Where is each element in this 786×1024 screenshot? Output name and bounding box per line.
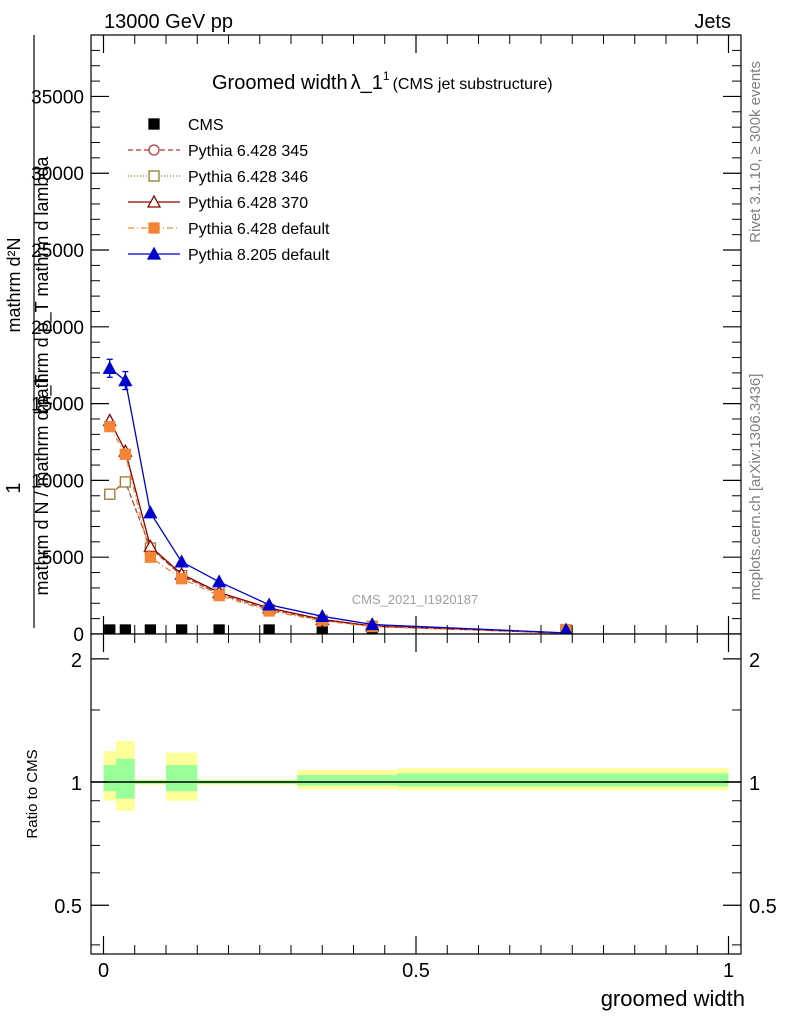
legend-label: Pythia 8.205 default [188,247,330,264]
legend-item-p345: Pythia 6.428 345 [128,143,308,160]
ratio-band-inner [116,758,135,799]
analysis-watermark: CMS_2021_I1920187 [352,592,479,607]
legend-marker [148,222,160,234]
main-frame [90,34,742,635]
title-lambda: λ_1 [351,72,383,94]
ratio-band-inner [166,765,198,792]
y-label-line4: mathrm d N / mathrm d p_T [32,374,53,595]
legend-marker [146,194,162,208]
x-tick-label: 1 [723,960,734,982]
legend-marker [148,170,160,182]
ratio-band-inner [297,775,398,786]
ratio-y-tick-labels-right: 0.5 1 2 [749,650,777,918]
data-point-pdefault [119,448,132,460]
legend-label: Pythia 6.428 370 [188,195,308,212]
data-point-p8 [262,597,277,611]
legend: CMS Pythia 6.428 345 Pythia 6.428 346 Pythi… [128,117,330,264]
ratio-y-ticks [91,658,741,946]
ratio-band-inner [397,773,729,787]
data-point-p8 [143,505,158,519]
chart-title: Groomed width λ_11 (CMS jet substructure) [212,69,553,94]
data-point-p8 [118,373,133,387]
series-line-pdefault [109,426,567,634]
ratio-y-tick-label: 0.5 [54,896,82,918]
legend-label: Pythia 6.428 346 [188,169,308,186]
main-y-tick-label: 10000 [31,471,84,492]
rivet-version-label: Rivet 3.1.10, ≥ 300k events [747,61,764,243]
x-axis-label: groomed width [601,986,745,1011]
ratio-y-tick-label-right: 0.5 [749,896,777,918]
data-point-p346 [119,476,132,488]
y-label-line3: 1 [3,482,25,493]
main-y-tick-label: 30000 [31,164,84,185]
energy-label: 13000 GeV pp [104,11,233,33]
title-subtitle: (CMS jet substructure) [393,76,553,93]
main-y-axis-label: mathrm d²N mathrm d p_T mathrm d lambda … [3,35,53,628]
data-point-p8 [212,574,227,588]
legend-marker [148,144,160,156]
data-point-pdefault [144,551,157,563]
y-label-line2: mathrm d p_T mathrm d lambda [32,156,53,414]
mcplots-label: mcplots.cern.ch [arXiv:1306.3436] [747,374,764,601]
ratio-y-tick-labels-left: 0.5 1 2 [54,650,82,918]
data-point-p8 [102,360,117,374]
legend-label: Pythia 6.428 345 [188,143,308,160]
main-y-tick-label: 0 [73,625,84,646]
main-y-tick-labels: 0 5000 10000 15000 20000 25000 30000 35000 [31,87,84,646]
main-y-tick-label: 35000 [31,87,84,108]
data-point-p8 [365,617,380,631]
series-p8 [102,358,574,636]
process-label: Jets [694,11,731,33]
ratio-y-axis-label: Ratio to CMS [24,749,41,838]
main-y-tick-label: 15000 [31,395,84,416]
legend-item-p370: Pythia 6.428 370 [128,194,308,212]
ratio-frame [90,633,742,955]
x-tick-label: 0 [98,960,109,982]
ratio-chart: 0.5 1 2 0.5 1 2 [54,633,777,955]
data-point-p346 [104,488,116,500]
legend-marker [148,118,160,130]
y-label-line1: mathrm d²N [4,237,24,332]
title-main: Groomed width [212,72,348,94]
data-point-pdefault [213,589,225,602]
ratio-y-tick-label-right: 2 [749,650,760,672]
data-point-p370 [143,539,158,553]
legend-item-p346: Pythia 6.428 346 [128,169,308,186]
x-axis-ticks [102,35,730,954]
main-series [102,358,574,636]
data-point-p8 [174,554,189,568]
ratio-y-tick-label: 1 [71,773,82,795]
ratio-y-tick-label-right: 1 [749,773,760,795]
legend-item-p8: Pythia 8.205 default [128,246,330,264]
legend-label: Pythia 6.428 default [188,221,330,238]
x-axis-tick-labels: 0 0.5 1 [98,960,734,982]
data-point-pdefault [175,573,188,585]
ratio-y-tick-label: 2 [71,650,82,672]
title-superscript: 1 [383,69,390,83]
legend-marker [146,246,162,260]
data-point-p8 [315,608,330,622]
main-y-tick-label: 5000 [42,548,84,569]
legend-label: CMS [188,117,224,134]
main-y-tick-label: 20000 [31,318,84,339]
ratio-band-inner [103,765,116,792]
data-point-pdefault [104,421,116,433]
main-chart: 0 5000 10000 15000 20000 25000 30000 35000 CMS_… [31,34,742,646]
main-y-tick-label: 25000 [31,241,84,262]
x-tick-label: 0.5 [402,960,430,982]
legend-item-cms: CMS [148,117,224,134]
legend-item-pdefault: Pythia 6.428 default [128,221,330,238]
